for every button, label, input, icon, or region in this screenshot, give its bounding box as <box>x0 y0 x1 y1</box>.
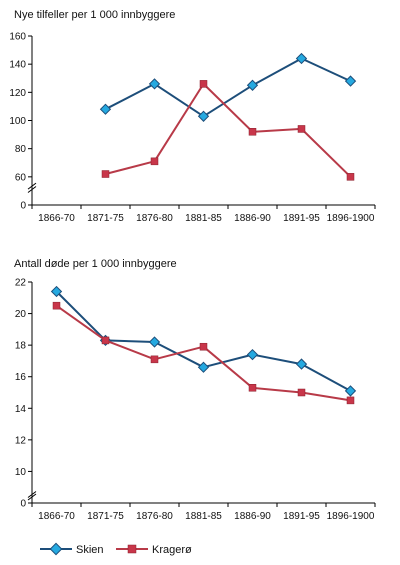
chart-1-x-tick-label: 1891-95 <box>283 213 320 224</box>
chart-2-y-tick-label: 20 <box>15 309 27 320</box>
chart-2-point-kragero <box>297 388 306 397</box>
chart-2-y-tick-label: 18 <box>15 341 27 352</box>
chart-2-y-tick-label: 22 <box>15 278 27 289</box>
chart-2-y-tick-label: 12 <box>15 435 27 446</box>
chart-1-point-skien <box>246 79 259 91</box>
legend-kragero-label: Kragerø <box>152 544 192 556</box>
chart-1-series-kragero-line <box>105 82 352 178</box>
chart-2-point-kragero <box>248 384 257 392</box>
chart-2-point-skien <box>148 336 161 348</box>
chart-1-x-tick-label: 1886-90 <box>234 213 271 224</box>
chart-2-x-tick-label: 1886-90 <box>234 511 271 522</box>
chart-1-y-tick-label: 0 <box>20 201 26 212</box>
chart-2-x-tick-label: 1871-75 <box>87 511 124 522</box>
chart-1-point-skien <box>295 52 308 65</box>
chart-1-x-tick-label: 1871-75 <box>87 213 124 224</box>
chart-1-y-tick-label: 100 <box>9 116 26 127</box>
chart-1-point-kragero <box>248 128 257 136</box>
chart-2-title: Antall døde per 1 000 innbyggere <box>14 258 177 270</box>
chart-1-point-kragero <box>346 173 355 181</box>
legend-skien-label: Skien <box>76 544 104 556</box>
chart-1-point-skien <box>148 78 161 90</box>
chart-1-y-tick-label: 120 <box>9 88 26 99</box>
chart-2-axis-break <box>27 493 37 501</box>
chart-1-y-tick-label: 140 <box>9 60 26 71</box>
chart-2-point-skien <box>295 358 308 370</box>
chart-1-x-tick-label: 1896-1900 <box>327 213 375 224</box>
chart-2-point-skien <box>344 385 357 397</box>
chart-2-point-kragero <box>346 396 355 405</box>
chart-2-series-kragero-line <box>55 304 351 402</box>
chart-1-axis-break <box>27 182 37 190</box>
chart-2-axis-break <box>27 491 37 498</box>
chart-2-y-tick-label: 14 <box>15 404 27 415</box>
chart-1-point-skien <box>99 103 112 115</box>
chart-1-y-tick-label: 160 <box>9 32 26 43</box>
chart-2-y-tick-label: 16 <box>15 372 27 383</box>
chart-2-x-tick-label: 1876-80 <box>136 511 173 522</box>
legend-skien-marker <box>49 542 63 556</box>
chart-1-x-tick-label: 1876-80 <box>136 213 173 224</box>
chart-2-point-kragero <box>101 336 110 345</box>
legend-kragero-marker <box>127 544 137 554</box>
chart-1-series-skien-line <box>105 57 351 118</box>
chart-2-point-skien <box>50 285 63 298</box>
chart-2-point-skien <box>246 348 259 361</box>
chart-1-point-skien <box>344 75 357 87</box>
legend: Skien Kragerø <box>40 542 192 556</box>
chart-2-x-tick-label: 1866-70 <box>38 511 75 522</box>
chart-2-point-kragero <box>150 355 159 364</box>
chart-1-y-tick-label: 60 <box>15 172 27 183</box>
chart-1-axis-break <box>27 186 37 193</box>
chart-1-point-kragero <box>199 80 208 88</box>
chart-2-x-tick-label: 1891-95 <box>283 511 320 522</box>
chart-1-y-tick-label: 80 <box>15 144 27 155</box>
chart-2-x-tick-label: 1881-85 <box>185 511 222 522</box>
chart-2-point-kragero <box>199 342 208 351</box>
chart-2-point-kragero <box>52 301 61 310</box>
chart-2-y-tick-label: 10 <box>15 467 27 478</box>
chart-1-point-skien <box>197 110 210 122</box>
chart-2-point-skien <box>197 361 210 373</box>
chart-2-x-tick-label: 1896-1900 <box>327 511 375 522</box>
chart-2-y-tick-label: 0 <box>20 499 26 510</box>
chart-1-point-kragero <box>150 157 159 166</box>
chart-1-title: Nye tilfeller per 1 000 innbyggere <box>14 9 175 21</box>
chart-1-point-kragero <box>297 125 306 133</box>
chart-1-x-tick-label: 1881-85 <box>185 213 222 224</box>
chart-1-point-kragero <box>101 170 110 178</box>
chart-2-series-skien-line <box>55 290 351 392</box>
chart-1-x-tick-label: 1866-70 <box>38 213 75 224</box>
